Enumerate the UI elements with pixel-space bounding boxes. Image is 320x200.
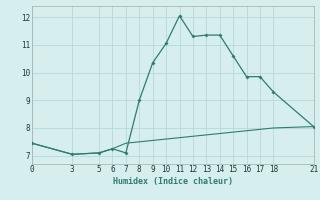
X-axis label: Humidex (Indice chaleur): Humidex (Indice chaleur)	[113, 177, 233, 186]
